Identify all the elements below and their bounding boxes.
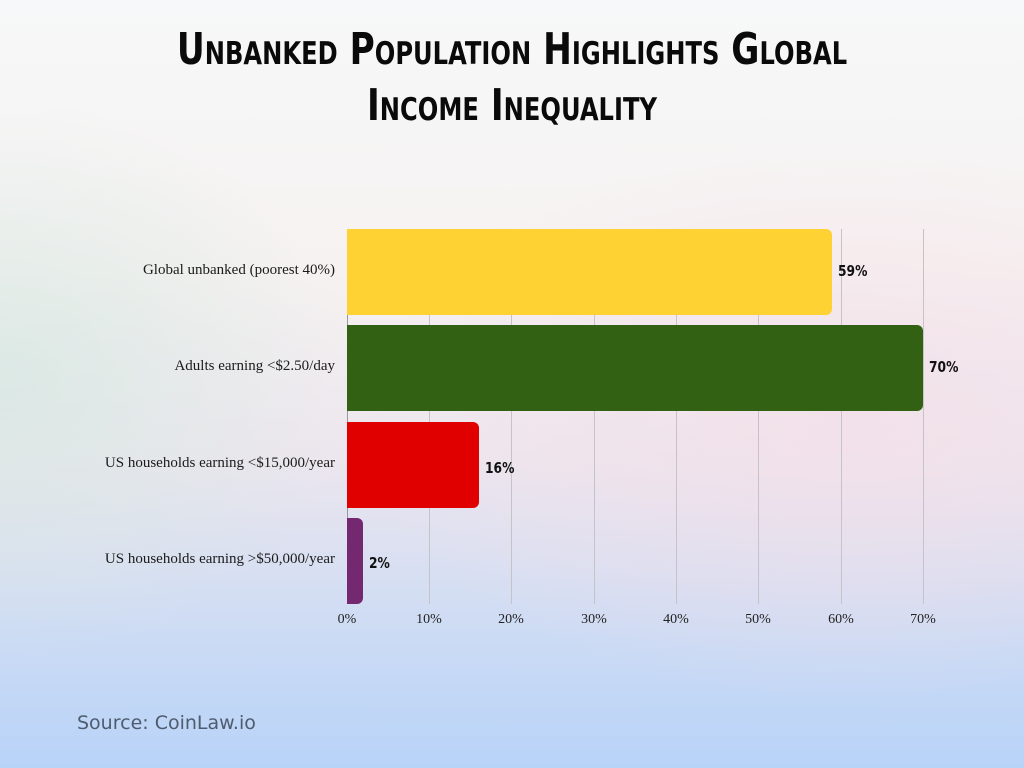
x-tick-label: 60% [828,612,854,627]
value-label: 70% [929,358,959,376]
bar [347,422,479,508]
x-tick-label: 0% [337,612,357,627]
bar [347,518,364,604]
source-caption: Source: CoinLaw.io [77,712,256,734]
x-tick-label: 20% [498,612,524,627]
title-line-2: Income Inequality [367,80,657,131]
bar [347,325,923,411]
gridline-20 [511,229,512,604]
category-label: Adults earning <$2.50/day [174,358,335,374]
gridline-70 [923,229,924,604]
x-tick-label: 40% [663,612,689,627]
title-line-1: Unbanked Population Highlights Global [176,24,848,75]
category-label: US households earning <$15,000/year [104,455,335,471]
bar [347,229,833,315]
x-tick-label: 70% [910,612,936,627]
chart-title: Unbanked Population Highlights Global In… [113,22,912,134]
y-axis-line [347,229,348,604]
category-label: Global unbanked (poorest 40%) [142,262,335,278]
x-tick-label: 50% [745,612,771,627]
category-label: US households earning >$50,000/year [104,551,335,567]
x-tick-label: 10% [416,612,442,627]
gridline-30 [594,229,595,604]
gridline-60 [841,229,842,604]
value-label: 59% [838,262,868,280]
gridline-10 [429,229,430,604]
gridline-50 [758,229,759,604]
value-label: 2% [369,554,391,572]
gridline-40 [676,229,677,604]
value-label: 16% [484,459,515,477]
x-tick-label: 30% [581,612,607,627]
